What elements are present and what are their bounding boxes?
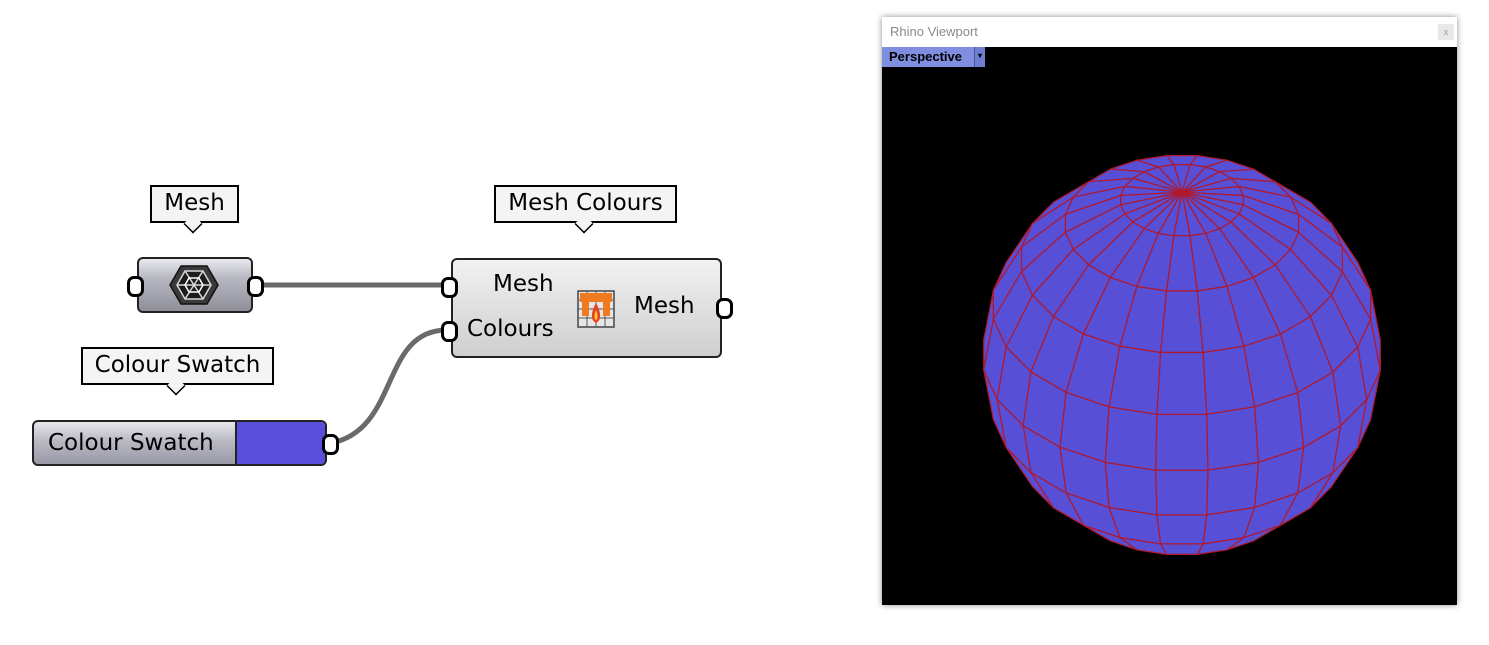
chevron-down-icon[interactable]: ▾ xyxy=(974,47,985,67)
mesh-colours-icon xyxy=(577,290,615,328)
viewport-title: Rhino Viewport xyxy=(890,24,978,39)
viewport-titlebar[interactable]: Rhino Viewport x xyxy=(882,17,1457,47)
tooltip-mesh-colours-text: Mesh Colours xyxy=(508,190,663,216)
tooltip-mesh-colours: Mesh Colours xyxy=(494,185,677,223)
colour-swatch-label: Colour Swatch xyxy=(48,430,214,456)
mesh-face xyxy=(1206,461,1259,516)
mesh-param-output-port[interactable] xyxy=(247,276,264,297)
close-icon[interactable]: x xyxy=(1438,24,1454,40)
colour-swatch-component[interactable]: Colour Swatch xyxy=(32,420,327,466)
mesh-colours-output-mesh-port[interactable] xyxy=(716,298,733,319)
mesh-face xyxy=(1155,469,1209,516)
tooltip-mesh: Mesh xyxy=(150,185,239,223)
mesh-sphere-icon xyxy=(169,265,219,305)
wire-swatch-to-colours[interactable] xyxy=(330,327,448,446)
mesh-colours-input-colours-port[interactable] xyxy=(441,321,458,342)
viewport-view-tab[interactable]: Perspective ▾ xyxy=(882,47,985,67)
mesh-face xyxy=(1156,351,1208,415)
input-mesh-label: Mesh xyxy=(493,271,554,297)
mesh-face xyxy=(1160,290,1204,354)
input-colours-label: Colours xyxy=(467,316,554,342)
colour-swatch-color-box[interactable] xyxy=(235,422,325,464)
output-mesh-label: Mesh xyxy=(634,293,695,319)
mesh-parameter-component[interactable] xyxy=(137,257,253,313)
mesh-param-input-port[interactable] xyxy=(127,276,144,297)
viewport-view-name: Perspective xyxy=(889,49,962,64)
mesh-face xyxy=(1156,514,1208,545)
mesh-face xyxy=(1206,406,1259,471)
mesh-colours-component[interactable]: Mesh Colours Mesh xyxy=(451,258,722,358)
mesh-face xyxy=(1155,413,1209,471)
rhino-viewport[interactable]: Rhino Viewport x Perspective ▾ xyxy=(882,17,1457,605)
mesh-face xyxy=(1104,461,1158,516)
colour-swatch-output-port[interactable] xyxy=(322,434,339,455)
mesh-face xyxy=(1160,543,1204,556)
mesh-face xyxy=(1104,406,1158,471)
mesh-colours-input-mesh-port[interactable] xyxy=(441,277,458,298)
tooltip-colour-swatch-text: Colour Swatch xyxy=(94,352,261,378)
tooltip-colour-swatch: Colour Swatch xyxy=(81,347,274,385)
tooltip-mesh-text: Mesh xyxy=(164,190,225,216)
sphere-mesh-preview xyxy=(983,155,1381,556)
